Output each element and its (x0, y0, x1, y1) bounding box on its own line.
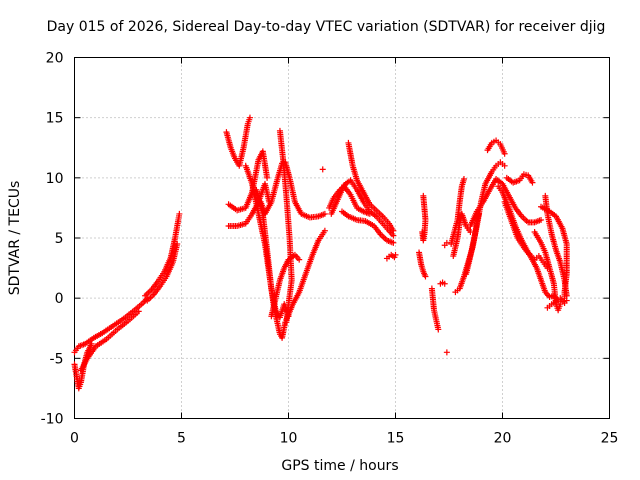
data-point (435, 326, 442, 333)
x-tick-label: 15 (387, 431, 405, 447)
data-point (176, 210, 183, 217)
data-points (71, 114, 570, 392)
x-tick-label: 10 (280, 431, 298, 447)
data-point (501, 150, 508, 157)
data-point (422, 273, 429, 280)
data-point (419, 228, 426, 235)
data-point (538, 216, 545, 223)
data-point (460, 176, 467, 183)
x-tick-label: 20 (494, 431, 512, 447)
y-tick-label: -10 (41, 412, 64, 428)
y-tick-label: 5 (55, 231, 64, 247)
data-point (174, 241, 181, 248)
data-point (441, 280, 448, 287)
data-point (321, 210, 328, 217)
data-point (390, 239, 397, 246)
data-point (135, 308, 142, 315)
y-tick-label: 15 (46, 111, 64, 127)
data-point (319, 166, 326, 173)
data-point (443, 349, 450, 356)
data-point (529, 179, 536, 186)
y-axis-label: SDTVAR / TECUs (7, 181, 23, 296)
data-point (392, 251, 399, 258)
x-tick-label: 0 (70, 431, 79, 447)
x-axis-label: GPS time / hours (281, 458, 398, 474)
data-point (501, 162, 508, 169)
data-point (264, 174, 271, 181)
data-point (563, 297, 570, 304)
y-tick-label: 10 (46, 171, 64, 187)
axis-ticks: 0 5 10 15 20 25 -10 -5 0 5 10 15 20 (41, 51, 619, 447)
y-tick-label: -5 (50, 351, 64, 367)
data-point (390, 227, 397, 234)
x-tick-label: 5 (177, 431, 186, 447)
y-tick-label: 0 (55, 291, 64, 307)
y-tick-label: 20 (46, 51, 64, 67)
grid-lines (74, 57, 610, 419)
data-point (557, 301, 564, 308)
x-tick-label: 25 (601, 431, 619, 447)
data-point (321, 227, 328, 234)
data-point (443, 239, 450, 246)
data-point (296, 256, 303, 263)
chart-title: Day 015 of 2026, Sidereal Day-to-day VTE… (47, 19, 606, 35)
data-point (246, 114, 253, 121)
